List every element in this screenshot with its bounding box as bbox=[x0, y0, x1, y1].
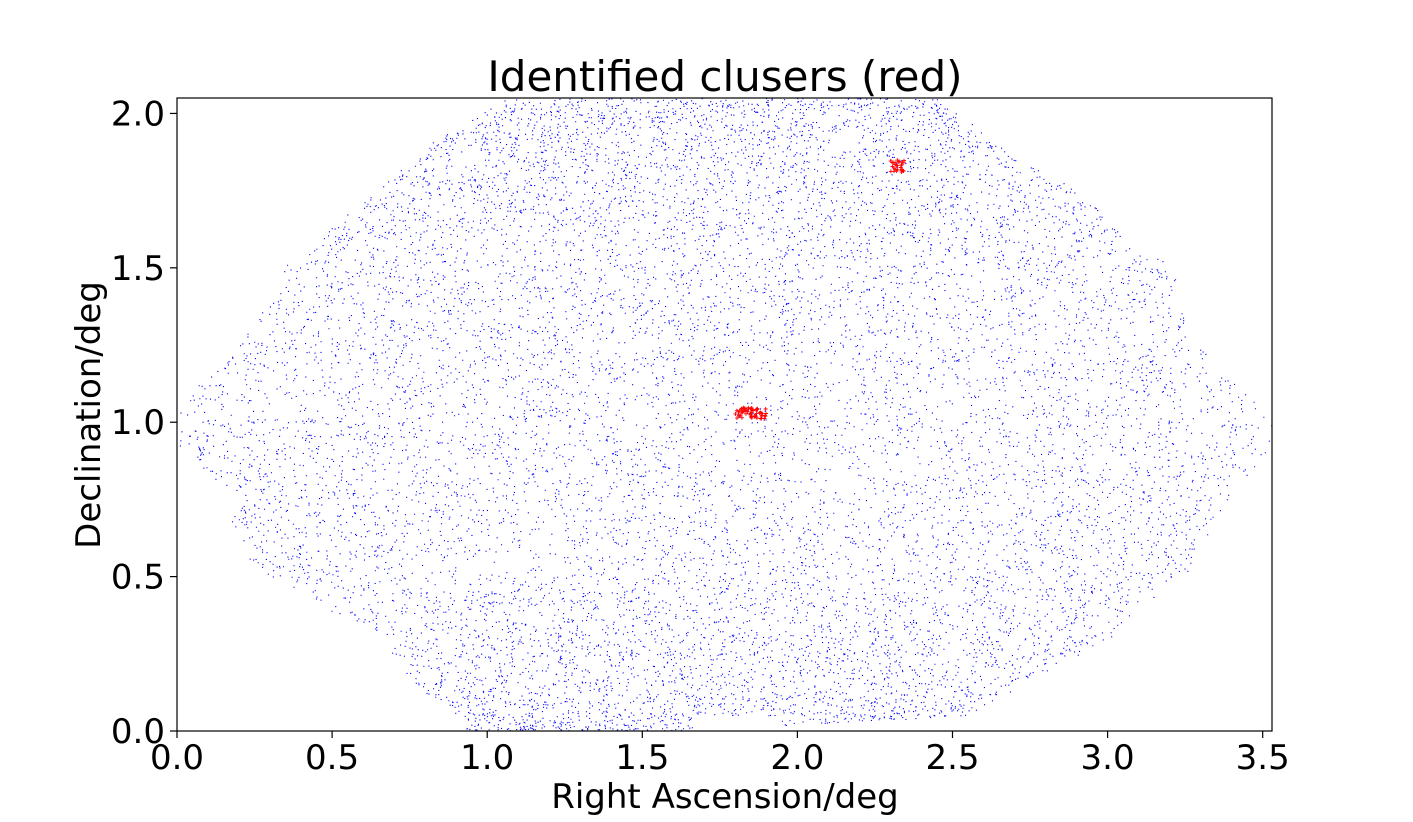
x-tick-label: 3.5 bbox=[1236, 738, 1290, 778]
cluster-point bbox=[749, 415, 754, 420]
cluster-point bbox=[744, 408, 749, 413]
cluster-point bbox=[754, 407, 759, 412]
cluster-point bbox=[733, 412, 738, 416]
cluster-point bbox=[893, 162, 898, 167]
cluster-point bbox=[899, 162, 904, 167]
cluster-point bbox=[754, 411, 759, 416]
x-axis-label: Right Ascension/deg bbox=[551, 777, 899, 817]
cluster-point bbox=[895, 163, 900, 168]
cluster-points bbox=[733, 158, 906, 421]
cluster-point bbox=[753, 414, 758, 419]
y-axis-ticks: 0.0 0.5 1.0 1.5 2.0 bbox=[111, 94, 177, 752]
cluster-point bbox=[888, 158, 893, 163]
identified-cluster bbox=[733, 405, 768, 421]
y-tick-label: 2.0 bbox=[111, 94, 165, 134]
cluster-point bbox=[895, 167, 900, 172]
x-tick-label: 0.0 bbox=[150, 738, 204, 778]
x-tick-label: 2.0 bbox=[770, 738, 824, 778]
cluster-point bbox=[749, 406, 754, 410]
cluster-point bbox=[738, 413, 743, 418]
cluster-point bbox=[763, 414, 768, 419]
y-tick-label: 1.5 bbox=[111, 249, 165, 289]
cluster-point bbox=[749, 410, 754, 415]
cluster-point bbox=[758, 416, 763, 421]
y-tick-label: 0.5 bbox=[111, 558, 165, 598]
y-tick-label: 1.0 bbox=[111, 403, 165, 443]
cluster-point bbox=[763, 407, 768, 411]
x-axis-ticks: 0.0 0.5 1.0 1.5 2.0 2.5 3.0 3.5 bbox=[150, 731, 1290, 778]
x-tick-label: 1.5 bbox=[615, 738, 669, 778]
cluster-point bbox=[739, 415, 744, 420]
cluster-point bbox=[902, 158, 906, 163]
x-tick-label: 0.5 bbox=[305, 738, 359, 778]
plot-frame bbox=[176, 97, 1273, 732]
identified-cluster bbox=[888, 158, 906, 174]
x-tick-label: 1.0 bbox=[460, 738, 514, 778]
cluster-point bbox=[890, 164, 895, 169]
cluster-point bbox=[735, 416, 739, 421]
y-tick-label: 0.0 bbox=[111, 712, 165, 752]
x-tick-label: 3.0 bbox=[1081, 738, 1135, 778]
cluster-point bbox=[892, 169, 896, 174]
y-axis-label: Declination/deg bbox=[69, 281, 109, 549]
chart-title: Identified clusers (red) bbox=[487, 52, 962, 101]
cluster-point bbox=[898, 165, 903, 170]
cluster-point bbox=[746, 407, 751, 412]
cluster-point bbox=[736, 410, 741, 414]
cluster-point bbox=[893, 167, 898, 172]
cluster-point bbox=[891, 160, 896, 165]
cluster-point bbox=[758, 410, 763, 415]
cluster-point bbox=[896, 159, 901, 164]
cluster-point bbox=[759, 411, 764, 416]
x-tick-label: 2.5 bbox=[925, 738, 979, 778]
cluster-point bbox=[901, 169, 906, 173]
